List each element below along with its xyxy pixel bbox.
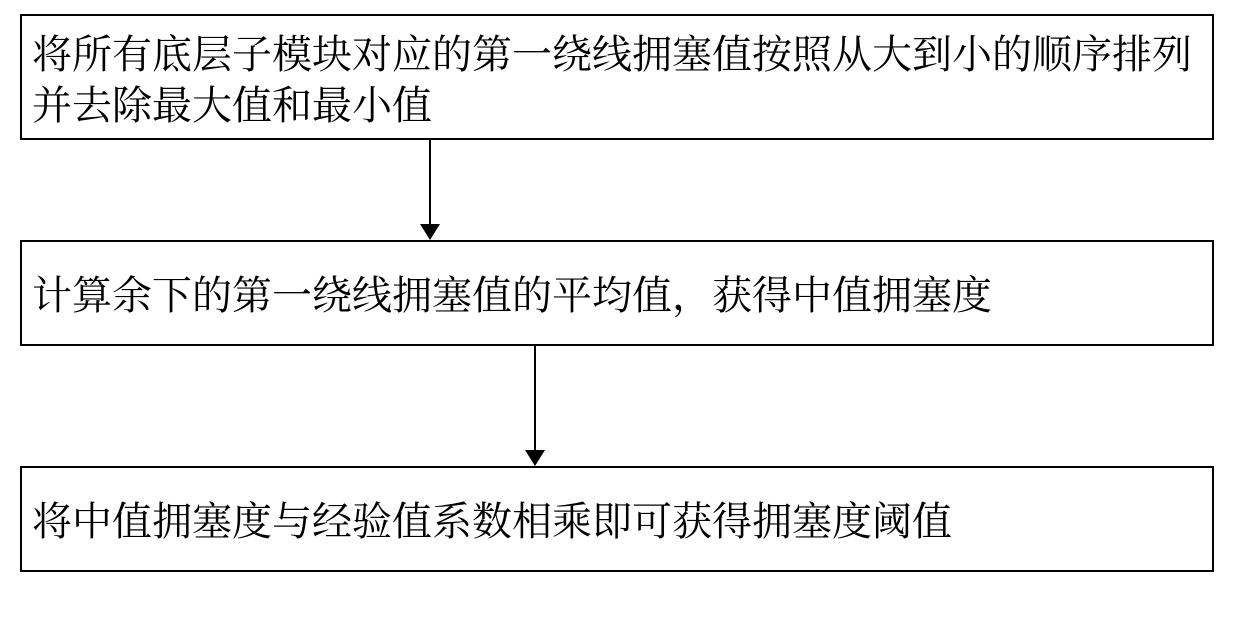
flowchart-step-2: 计算余下的第一绕线拥塞值的平均值，获得中值拥塞度: [20, 240, 1214, 346]
flowchart-step-3: 将中值拥塞度与经验值系数相乘即可获得拥塞度阈值: [20, 466, 1214, 572]
flowchart-arrow-2-head: [525, 450, 545, 466]
flowchart-canvas: 将所有底层子模块对应的第一绕线拥塞值按照从大到小的顺序排列并去除最大值和最小值 …: [0, 0, 1240, 629]
flowchart-arrow-1-head: [420, 224, 440, 240]
flowchart-step-2-text: 计算余下的第一绕线拥塞值的平均值，获得中值拥塞度: [32, 267, 1202, 318]
flowchart-step-3-text: 将中值拥塞度与经验值系数相乘即可获得拥塞度阈值: [32, 493, 1202, 544]
flowchart-arrow-2: [523, 346, 547, 466]
flowchart-step-1: 将所有底层子模块对应的第一绕线拥塞值按照从大到小的顺序排列并去除最大值和最小值: [20, 14, 1214, 140]
flowchart-arrow-1: [418, 140, 442, 240]
flowchart-step-1-text: 将所有底层子模块对应的第一绕线拥塞值按照从大到小的顺序排列并去除最大值和最小值: [32, 26, 1202, 128]
